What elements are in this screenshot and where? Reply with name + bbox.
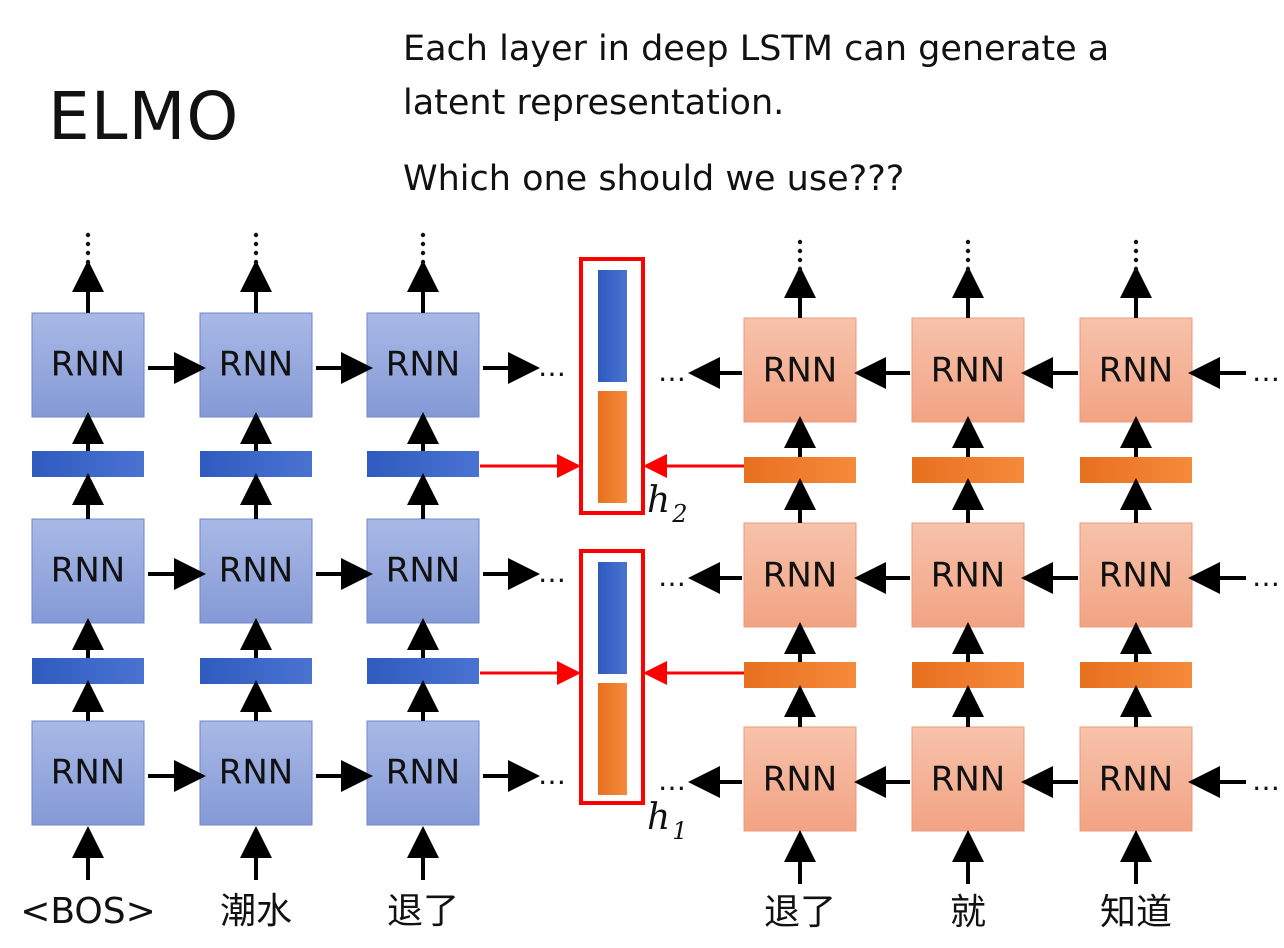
description: Each layer in deep LSTM can generate a l… — [403, 22, 1109, 206]
vertical-ellipsis — [253, 259, 259, 265]
vertical-ellipsis — [965, 239, 971, 245]
rnn-label: RNN — [1099, 556, 1174, 596]
rnn-label: RNN — [51, 551, 126, 591]
vertical-ellipsis — [85, 241, 91, 247]
ellipsis: … — [1252, 355, 1280, 388]
rnn-label: RNN — [219, 345, 294, 385]
vertical-ellipsis — [253, 232, 259, 238]
rnn-label: RNN — [931, 556, 1006, 596]
forward-hidden-vector — [367, 451, 479, 477]
rnn-label: RNN — [1099, 351, 1174, 391]
backward-hidden-vector — [1080, 662, 1192, 688]
forward-representation-vector — [598, 270, 627, 382]
rnn-label: RNN — [763, 556, 838, 596]
rnn-label: RNN — [931, 760, 1006, 800]
ellipsis: … — [658, 355, 686, 388]
vertical-ellipsis — [965, 257, 971, 263]
rnn-label: RNN — [763, 760, 838, 800]
input-word-backward: 知道 — [1100, 892, 1172, 933]
representation-highlight-box — [579, 257, 645, 515]
vertical-ellipsis — [797, 266, 803, 272]
representation-subscript: 2 — [671, 500, 687, 528]
rnn-label: RNN — [386, 753, 461, 793]
forward-hidden-vector — [367, 658, 479, 684]
vertical-ellipsis — [1133, 257, 1139, 263]
ellipsis: … — [658, 764, 686, 797]
backward-hidden-vector — [912, 457, 1024, 483]
ellipsis: … — [538, 758, 566, 791]
rnn-label: RNN — [219, 551, 294, 591]
ellipsis: … — [1252, 560, 1280, 593]
vertical-ellipsis — [253, 250, 259, 256]
backward-hidden-vector — [744, 662, 856, 688]
backward-representation-vector — [598, 391, 627, 503]
representation-subscript: 1 — [672, 817, 687, 845]
vertical-ellipsis — [420, 259, 426, 265]
vertical-ellipsis — [85, 259, 91, 265]
backward-representation-vector — [598, 683, 627, 795]
description-line-1: Each layer in deep LSTM can generate a — [403, 29, 1110, 69]
forward-rnn-cell — [366, 312, 480, 418]
backward-rnn-cell — [743, 726, 857, 832]
backward-rnn-cell — [911, 522, 1025, 628]
vertical-ellipsis — [85, 232, 91, 238]
forward-rnn-cell — [31, 312, 145, 418]
vertical-ellipsis — [1133, 248, 1139, 254]
rnn-label: RNN — [386, 551, 461, 591]
backward-hidden-vector — [912, 662, 1024, 688]
backward-rnn-cell — [743, 317, 857, 423]
vertical-ellipsis — [965, 266, 971, 272]
vertical-ellipsis — [85, 250, 91, 256]
forward-representation-vector — [598, 562, 627, 674]
forward-rnn-cell — [366, 720, 480, 826]
forward-rnn-cell — [31, 518, 145, 624]
description-line-2: latent representation. — [403, 83, 785, 123]
rnn-label: RNN — [219, 753, 294, 793]
vertical-ellipsis — [797, 257, 803, 263]
rnn-label: RNN — [1099, 760, 1174, 800]
forward-rnn-cell — [199, 312, 313, 418]
question-text: Which one should we use??? — [403, 159, 905, 199]
rnn-label: RNN — [51, 345, 126, 385]
forward-hidden-vector — [200, 451, 312, 477]
input-word-forward: 潮水 — [220, 891, 292, 932]
backward-rnn-cell — [743, 522, 857, 628]
forward-hidden-vector — [200, 658, 312, 684]
rnn-label: RNN — [386, 345, 461, 385]
backward-hidden-vector — [744, 457, 856, 483]
rnn-label: RNN — [763, 351, 838, 391]
vertical-ellipsis — [1133, 239, 1139, 245]
representation-label: h1 — [647, 797, 687, 845]
vertical-ellipsis — [420, 232, 426, 238]
vertical-ellipsis — [253, 241, 259, 247]
input-word-backward: 就 — [950, 892, 986, 933]
slide-title: ELMO — [48, 78, 240, 155]
forward-hidden-vector — [32, 658, 144, 684]
backward-rnn-cell — [1079, 726, 1193, 832]
input-word-backward: 退了 — [764, 892, 836, 933]
ellipsis: … — [1252, 764, 1280, 797]
input-word-forward: <BOS> — [20, 891, 156, 932]
vertical-ellipsis — [797, 239, 803, 245]
input-word-forward: 退了 — [387, 891, 459, 932]
forward-rnn-cell — [366, 518, 480, 624]
vertical-ellipsis — [420, 241, 426, 247]
backward-rnn-cell — [1079, 522, 1193, 628]
rnn-label: RNN — [51, 753, 126, 793]
ellipsis: … — [658, 560, 686, 593]
backward-hidden-vector — [1080, 457, 1192, 483]
forward-hidden-vector — [32, 451, 144, 477]
ellipsis: … — [538, 556, 566, 589]
vertical-ellipsis — [1133, 266, 1139, 272]
forward-rnn-cell — [199, 720, 313, 826]
vertical-ellipsis — [965, 248, 971, 254]
ellipsis: … — [538, 350, 566, 383]
vertical-ellipsis — [420, 250, 426, 256]
vertical-ellipsis — [797, 248, 803, 254]
rnn-label: RNN — [931, 351, 1006, 391]
forward-rnn-cell — [199, 518, 313, 624]
representation-label: h2 — [647, 480, 687, 528]
